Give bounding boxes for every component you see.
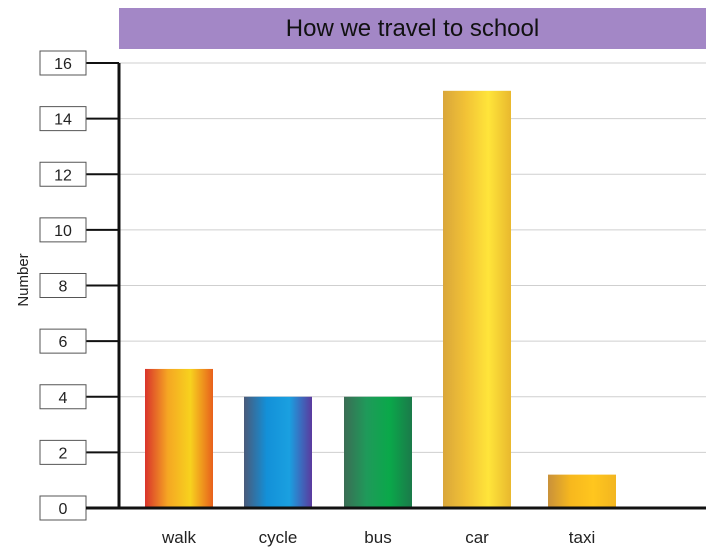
y-tick-label: 6 bbox=[59, 334, 68, 351]
chart-title-band: How we travel to school bbox=[119, 8, 706, 49]
x-tick-label: car bbox=[465, 528, 489, 547]
x-tick-label: bus bbox=[364, 528, 391, 547]
y-tick-label: 4 bbox=[59, 390, 68, 407]
y-tick-label: 12 bbox=[54, 167, 72, 184]
y-tick-label: 14 bbox=[54, 112, 72, 129]
bar-cycle bbox=[244, 396, 312, 508]
y-tick-label: 2 bbox=[59, 445, 68, 462]
y-tick-box bbox=[39, 161, 87, 187]
y-tick-label: 8 bbox=[59, 279, 68, 296]
y-tick-box bbox=[39, 273, 87, 298]
y-tick-box bbox=[39, 106, 87, 132]
y-tick-box bbox=[39, 384, 87, 410]
y-tick-box bbox=[39, 50, 87, 76]
x-tick-label: cycle bbox=[259, 528, 298, 547]
y-tick-box bbox=[39, 328, 87, 354]
y-tick-box bbox=[39, 217, 87, 243]
y-tick-box bbox=[39, 495, 87, 521]
x-tick-label: taxi bbox=[569, 528, 595, 547]
bar-taxi bbox=[548, 474, 616, 508]
bar-car bbox=[443, 90, 511, 508]
bar-bus bbox=[344, 396, 412, 508]
chart-title: How we travel to school bbox=[285, 14, 540, 42]
y-tick-label: 0 bbox=[59, 501, 68, 518]
y-tick-box bbox=[39, 439, 87, 465]
y-axis-label: Number bbox=[15, 253, 32, 306]
bar-walk bbox=[145, 368, 213, 508]
x-tick-label: walk bbox=[161, 528, 197, 547]
y-tick-label: 10 bbox=[54, 223, 72, 240]
y-tick-label: 16 bbox=[54, 56, 72, 73]
